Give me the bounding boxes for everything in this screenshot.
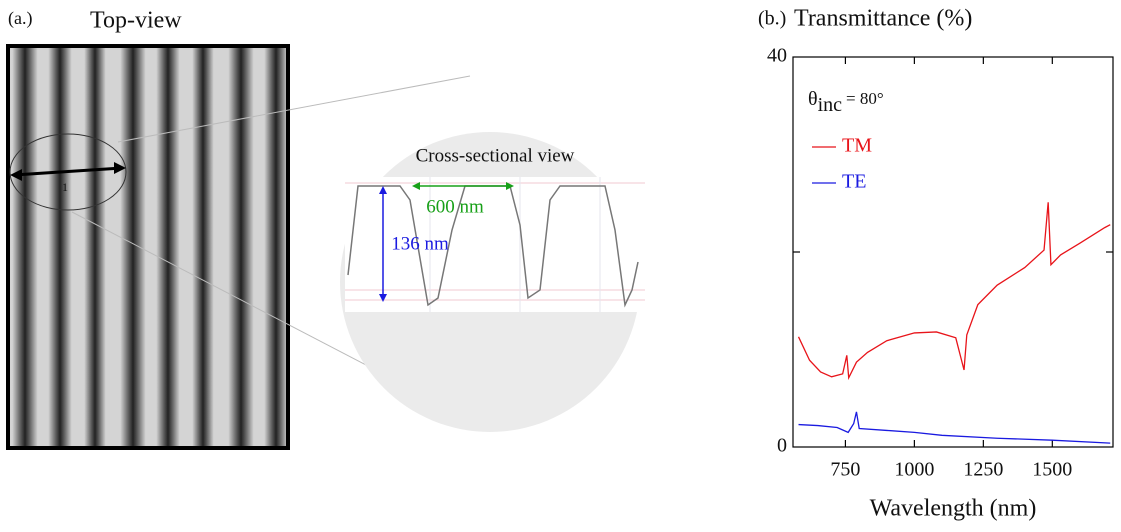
series-line	[798, 411, 1111, 444]
panel-label: (b.)	[758, 8, 786, 30]
annotation-subscript: inc	[818, 94, 843, 116]
annotation-text: = 80°	[846, 89, 884, 108]
marker: 1	[62, 180, 68, 194]
x-axis-label: Wavelength (nm)	[870, 496, 1037, 522]
inset-title: Cross-sectional view	[416, 145, 575, 166]
zoom-line	[71, 211, 419, 393]
stripe	[264, 48, 288, 446]
annotation-symbol: θ	[808, 88, 818, 110]
inset-profile	[345, 177, 645, 312]
period-label: 600 nm	[426, 196, 484, 217]
stripe	[228, 48, 254, 446]
y-tick-label: 0	[777, 435, 787, 457]
stripe	[84, 48, 106, 446]
stripe	[120, 48, 146, 446]
legend-label: TM	[842, 135, 872, 157]
x-tick-label: 750	[830, 459, 860, 481]
top-view-image	[6, 44, 290, 450]
panel-title: Top-view	[90, 8, 182, 34]
zoom-line	[117, 75, 471, 143]
x-tick-label: 1500	[1032, 459, 1072, 481]
y-tick-label: 40	[767, 45, 787, 67]
panel-label: (a.)	[8, 8, 32, 29]
stripe	[192, 48, 214, 446]
x-tick-label: 1250	[963, 459, 1003, 481]
x-tick-label: 1000	[894, 459, 934, 481]
series-line	[797, 202, 1111, 381]
stripe	[156, 48, 180, 446]
depth-label: 136 nm	[391, 233, 449, 254]
stripe	[48, 48, 72, 446]
legend-label: TE	[842, 171, 866, 193]
stripe	[12, 48, 38, 446]
annotation: θinc = 80°	[808, 88, 884, 116]
chart-title: Transmittance (%)	[794, 6, 972, 32]
